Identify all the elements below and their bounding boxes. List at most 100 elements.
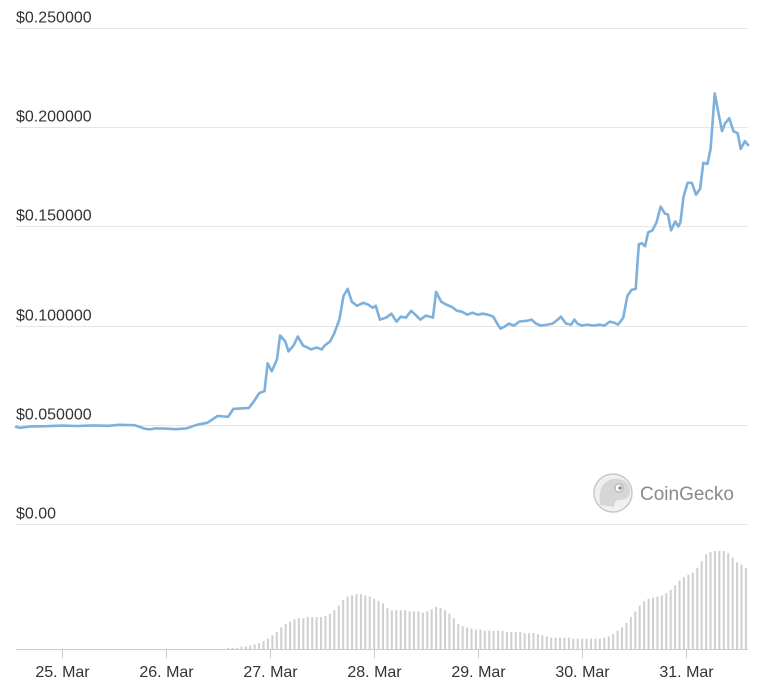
volume-bar [275, 631, 278, 649]
volume-bar [674, 585, 677, 649]
y-tick-label: $0.150000 [16, 208, 92, 225]
volume-bar [333, 610, 336, 649]
volume-bar [470, 628, 473, 649]
volume-bar [266, 638, 269, 649]
volume-bar [271, 635, 274, 649]
volume-bar [231, 647, 234, 649]
volume-bar [514, 631, 517, 649]
volume-bar [448, 613, 451, 649]
volume-bar [550, 637, 553, 649]
volume-bar [324, 615, 327, 649]
volume-bar [744, 568, 747, 649]
volume-bar [297, 618, 300, 649]
volume-bar [417, 611, 420, 649]
volume-bar [377, 601, 380, 649]
y-tick-label: $0.050000 [16, 407, 92, 424]
volume-bar [727, 553, 730, 649]
volume-bar [368, 596, 371, 649]
volume-bar [359, 594, 362, 649]
volume-bar [691, 572, 694, 649]
volume-bar [638, 605, 641, 649]
volume-bar [488, 630, 491, 649]
volume-bar [612, 634, 615, 649]
volume-bar [501, 630, 504, 649]
x-tick-label: 28. Mar [347, 664, 402, 681]
volume-bar [443, 610, 446, 649]
volume-bar [536, 634, 539, 649]
volume-bar [572, 638, 575, 649]
y-tick-label: $0.100000 [16, 308, 92, 325]
volume-bar [722, 550, 725, 649]
grid-lines [16, 28, 748, 525]
x-tick-label: 27. Mar [243, 664, 298, 681]
volume-bar [567, 637, 570, 649]
volume-bar [235, 647, 238, 649]
x-tick-label: 25. Mar [35, 664, 90, 681]
volume-bar [474, 629, 477, 649]
volume-bar [364, 595, 367, 649]
coingecko-watermark: CoinGecko [593, 473, 734, 513]
volume-bar [705, 554, 708, 649]
volume-bar [634, 611, 637, 649]
volume-bar [643, 601, 646, 649]
volume-bar [629, 617, 632, 649]
y-tick-label: $0.200000 [16, 109, 92, 126]
volume-bar [421, 612, 424, 649]
volume-bar [337, 605, 340, 649]
volume-bar [682, 577, 685, 649]
volume-bar [563, 637, 566, 649]
volume-bar [594, 638, 597, 649]
volume-bar [483, 630, 486, 649]
y-tick-label: $0.00 [16, 506, 56, 523]
volume-bar [647, 598, 650, 649]
volume-bar [426, 611, 429, 649]
volume-bar [505, 631, 508, 649]
volume-bar [328, 613, 331, 649]
volume-bar [519, 631, 522, 649]
volume-bar [399, 610, 402, 649]
volume-bar [355, 594, 358, 649]
volume-bar [625, 622, 628, 649]
volume-bar [315, 617, 318, 649]
volume-bar [240, 646, 243, 649]
volume-bar [713, 550, 716, 649]
volume-bar [342, 599, 345, 649]
volume-bar [302, 618, 305, 649]
x-axis: 25. Mar 26. Mar 27. Mar 28. Mar 29. Mar 30. M… [16, 649, 748, 681]
volume-bar [528, 633, 531, 649]
volume-bar [461, 626, 464, 649]
volume-bar [603, 637, 606, 649]
volume-bar [740, 564, 743, 649]
volume-bar [731, 557, 734, 649]
volume-bar [598, 638, 601, 649]
volume-bar [395, 610, 398, 649]
volume-bar [656, 596, 659, 649]
volume-bar [351, 595, 354, 649]
x-tick-label: 30. Mar [555, 664, 610, 681]
gecko-logo-icon [593, 473, 633, 513]
volume-bar [404, 610, 407, 649]
volume-bar [408, 611, 411, 649]
volume-bar [616, 630, 619, 649]
volume-bar [452, 618, 455, 649]
volume-bar [523, 633, 526, 649]
volume-bar [510, 631, 513, 649]
volume-bar [346, 596, 349, 649]
x-tick-label: 29. Mar [451, 664, 506, 681]
volume-bar [709, 552, 712, 649]
y-tick-label: $0.250000 [16, 10, 92, 27]
price-series [14, 92, 750, 431]
volume-bar [262, 641, 265, 649]
volume-bar [412, 611, 415, 649]
volume-bar [457, 623, 460, 649]
volume-bar [541, 635, 544, 649]
volume-bar [576, 638, 579, 649]
volume-bar [607, 636, 610, 649]
volume-bar [585, 638, 588, 649]
volume-bar [439, 607, 442, 649]
volume-bar [532, 633, 535, 649]
volume-bar [320, 617, 323, 649]
volume-bar [430, 609, 433, 649]
volume-bar [390, 610, 393, 649]
volume-bar [311, 617, 314, 649]
